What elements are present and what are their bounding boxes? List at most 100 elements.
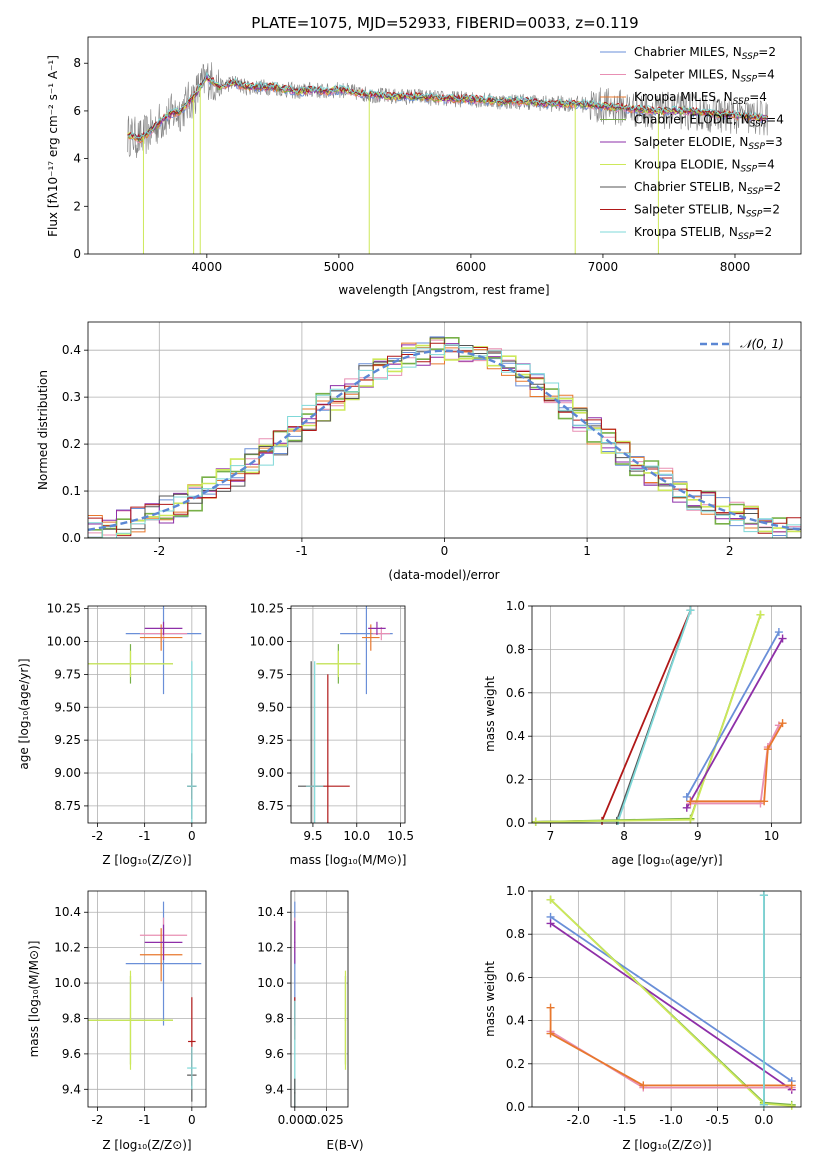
ageZ-ytick-label: 8.75 <box>54 799 81 813</box>
mwZ-frame <box>531 890 802 1108</box>
mwZ-ytick-label: 0.6 <box>506 970 525 984</box>
mwZ-model-line <box>549 1007 792 1087</box>
residuals-xtick-label: -1 <box>296 544 308 558</box>
massE-ytick-label: 9.8 <box>265 1011 284 1025</box>
ageZ-xtick-label: 0 <box>188 829 196 843</box>
mwAge-xtick-label: 7 <box>547 829 555 843</box>
mwZ-xtick-label: -0.5 <box>706 1113 729 1127</box>
residuals-ytick-label: 0.1 <box>62 484 81 498</box>
mwAge-marker <box>686 797 695 806</box>
mwAge-xlabel: age [log₁₀(age/yr)] <box>611 853 722 867</box>
spectrum-xtick-label: 7000 <box>588 260 619 274</box>
mwAge-marker <box>778 634 787 643</box>
ageZ-xtick-label: -2 <box>91 829 103 843</box>
figure-title: PLATE=1075, MJD=52933, FIBERID=0033, z=0… <box>251 14 638 32</box>
mwAge-ytick-label: 1.0 <box>506 599 525 613</box>
mwZ-ytick-label: 1.0 <box>506 884 525 898</box>
spectrum-legend-label: Salpeter MILES, NSSP=4 <box>634 68 775 85</box>
ageZ-ytick-label: 10.00 <box>47 635 81 649</box>
gaussian-reference-curve <box>88 349 801 531</box>
spectrum-xtick-label: 4000 <box>192 260 223 274</box>
massE-xtick-label: 0.000 <box>278 1113 312 1127</box>
spectrum-ytick-label: 4 <box>73 152 81 166</box>
ageM-ytick-label: 8.75 <box>257 799 284 813</box>
mwAge-model-line <box>686 631 780 798</box>
ageZ-xtick-label: -1 <box>139 829 151 843</box>
ageM-xlabel: mass [log₁₀(M/M⊙)] <box>290 853 407 867</box>
spectrum-xtick-label: 5000 <box>324 260 355 274</box>
residuals-legend-label: 𝒩(0, 1) <box>740 337 784 351</box>
mwZ-ytick-label: 0.2 <box>506 1057 525 1071</box>
mwZ-model-line <box>550 922 793 1091</box>
ageM-ytick-label: 10.00 <box>250 635 284 649</box>
residuals-ytick-label: 0.0 <box>62 531 81 545</box>
ageZ-ytick-label: 10.25 <box>47 602 81 616</box>
massE-ytick-label: 10.2 <box>257 941 284 955</box>
ageZ-ytick-label: 9.25 <box>54 733 81 747</box>
spectrum-xlabel: wavelength [Angstrom, rest frame] <box>338 283 549 297</box>
massE-frame <box>290 890 349 1108</box>
mwZ-marker <box>546 1029 555 1038</box>
mwZ-marker <box>546 1003 555 1012</box>
residual-histogram-step <box>88 344 801 538</box>
mwAge-ytick-label: 0.2 <box>506 773 525 787</box>
mwZ-marker <box>639 1081 648 1090</box>
residuals-ylabel: Normed distribution <box>36 370 50 490</box>
spectrum-xtick-label: 6000 <box>456 260 487 274</box>
ageZ-ytick-label: 9.75 <box>54 667 81 681</box>
ageM-ytick-label: 10.25 <box>250 602 284 616</box>
spectrum-ytick-label: 2 <box>73 199 81 213</box>
mwAge-ytick-label: 0.4 <box>506 729 525 743</box>
mwZ-xlabel: Z [log₁₀(Z/Z⊙)] <box>622 1138 711 1152</box>
mwAge-xtick-label: 10 <box>764 829 779 843</box>
mwZ-xtick-label: 0.0 <box>754 1113 773 1127</box>
massE-ytick-label: 9.6 <box>265 1047 284 1061</box>
mwAge-xtick-label: 9 <box>694 829 702 843</box>
mwAge-marker <box>686 815 695 824</box>
mwZ-xtick-label: -1.0 <box>659 1113 682 1127</box>
massZ-ytick-label: 10.0 <box>54 976 81 990</box>
ageM-ytick-label: 9.75 <box>257 667 284 681</box>
ageM-xtick-label: 9.5 <box>303 829 322 843</box>
mwAge-marker <box>682 792 691 801</box>
spectrum-legend-label: Chabrier ELODIE, NSSP=4 <box>634 113 784 130</box>
ageM-xtick-label: 10.0 <box>343 829 370 843</box>
mwAge-xtick-label: 8 <box>620 829 628 843</box>
mwZ-xtick-label: -1.5 <box>613 1113 636 1127</box>
mwAge-marker <box>686 606 695 615</box>
spectrum-legend-label: Kroupa ELODIE, NSSP=4 <box>634 158 775 175</box>
residuals-ytick-label: 0.4 <box>62 343 81 357</box>
mwZ-marker <box>759 1100 768 1109</box>
spectrum-legend-label: Salpeter STELIB, NSSP=2 <box>634 203 780 220</box>
ageM-ytick-label: 9.25 <box>257 733 284 747</box>
massE-xlabel: E(B-V) <box>326 1138 363 1152</box>
massZ-ytick-label: 9.6 <box>62 1047 81 1061</box>
massZ-ytick-label: 10.4 <box>54 905 81 919</box>
mwZ-ytick-label: 0.8 <box>506 927 525 941</box>
mwAge-model-line <box>686 638 784 809</box>
mwZ-marker <box>787 1101 796 1110</box>
spectrum-legend-label: Chabrier STELIB, NSSP=2 <box>634 180 781 197</box>
spectrum-legend-label: Kroupa STELIB, NSSP=2 <box>634 225 772 242</box>
massZ-ylabel: mass [log₁₀(M/M⊙)] <box>27 941 41 1058</box>
spectrum-ytick-label: 8 <box>73 56 81 70</box>
mwAge-model-line <box>690 724 780 805</box>
ageM-ytick-label: 9.50 <box>257 700 284 714</box>
ageZ-xlabel: Z [log₁₀(Z/Z⊙)] <box>102 853 191 867</box>
mwZ-marker <box>787 1081 796 1090</box>
spectrum-model-line <box>127 71 768 139</box>
ageM-frame <box>290 605 406 824</box>
mwAge-marker <box>682 803 691 812</box>
spectrum-legend-label: Chabrier MILES, NSSP=2 <box>634 45 776 62</box>
massE-xtick-label: 0.025 <box>309 1113 343 1127</box>
spectrum-ytick-label: 6 <box>73 104 81 118</box>
massZ-ytick-label: 9.4 <box>62 1082 81 1096</box>
mwZ-marker <box>759 891 768 900</box>
residuals-xlabel: (data-model)/error <box>388 568 499 582</box>
residuals-xtick-label: 2 <box>726 544 734 558</box>
mwAge-marker <box>756 610 765 619</box>
ageZ-ylabel: age [log₁₀(age/yr)] <box>17 658 31 769</box>
